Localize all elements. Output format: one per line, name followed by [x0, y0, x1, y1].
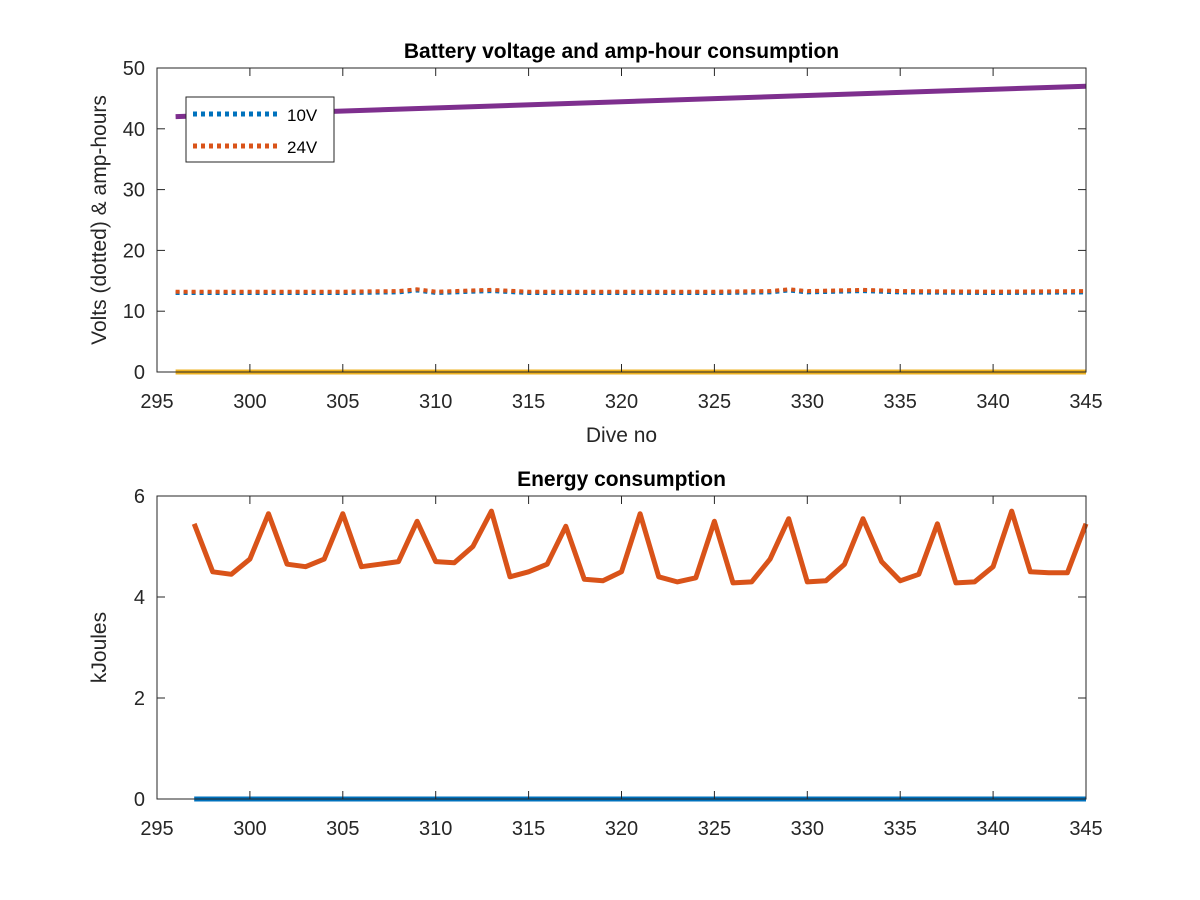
- x-tick-label: 315: [512, 391, 545, 413]
- x-tick-label: 315: [512, 818, 545, 840]
- x-tick-label: 300: [233, 818, 266, 840]
- x-tick-label: 335: [884, 391, 917, 413]
- x-axis-label: Dive no: [586, 424, 657, 447]
- series-24v-line: [175, 287, 1087, 294]
- axes-1: 295 300 305 310 315 320 325 330 335 340 345 0 10 20 30…: [88, 40, 1103, 447]
- x-tick-label: 300: [233, 391, 266, 413]
- x-tick-label: 345: [1069, 818, 1102, 840]
- x-tick-label: 330: [791, 391, 824, 413]
- x-tick-label: 325: [698, 391, 731, 413]
- x-tick-label: 345: [1069, 391, 1102, 413]
- y-tick-label: 20: [123, 240, 145, 262]
- y-tick-label: 40: [123, 119, 145, 141]
- y-tick-label: 0: [134, 789, 145, 811]
- x-tick-label: 325: [698, 818, 731, 840]
- x-tick-label: 340: [976, 818, 1009, 840]
- x-tick-label: 305: [326, 818, 359, 840]
- y-tick-label: 2: [134, 688, 145, 710]
- legend-label-24v: 24V: [287, 138, 318, 157]
- x-tick-label: 305: [326, 391, 359, 413]
- series-2-line: [191, 508, 1089, 586]
- y-axis-label: Volts (dotted) & amp-hours: [88, 95, 111, 345]
- x-tick-label: 320: [605, 391, 638, 413]
- chart-title: Energy consumption: [517, 468, 726, 491]
- x-tick-label: 340: [976, 391, 1009, 413]
- x-tick-label: 330: [791, 818, 824, 840]
- x-tick-label: 310: [419, 818, 452, 840]
- y-tick-label: 10: [123, 301, 145, 323]
- x-tick-label: 295: [140, 818, 173, 840]
- axes-frame: [156, 495, 1087, 800]
- x-tick-label: 310: [419, 391, 452, 413]
- y-tick-label: 50: [123, 58, 145, 80]
- y-tick-label: 30: [123, 180, 145, 202]
- x-tick-label: 335: [884, 818, 917, 840]
- axes-2: 295 300 305 310 315 320 325 330 335 340 345 0 2 4 6 Ene…: [88, 468, 1103, 840]
- x-tick-label: 320: [605, 818, 638, 840]
- y-tick-label: 0: [134, 362, 145, 384]
- legend: 10V 24V: [185, 96, 335, 163]
- legend-label-10v: 10V: [287, 106, 318, 125]
- y-tick-label: 6: [134, 486, 145, 508]
- y-axis-label: kJoules: [88, 612, 111, 683]
- legend-box: [185, 96, 335, 163]
- x-tick-label: 295: [140, 391, 173, 413]
- y-tick-label: 4: [134, 587, 145, 609]
- chart-title: Battery voltage and amp-hour consumption: [404, 40, 839, 63]
